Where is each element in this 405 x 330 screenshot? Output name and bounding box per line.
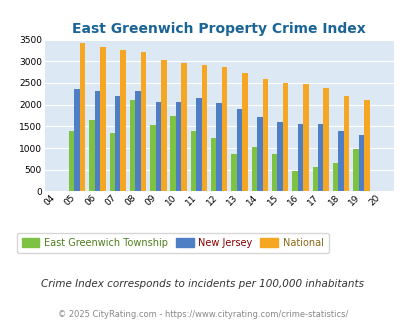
Bar [343, 96, 348, 191]
Bar [141, 52, 146, 191]
Bar [155, 102, 161, 191]
Text: Crime Index corresponds to incidents per 100,000 inhabitants: Crime Index corresponds to incidents per… [41, 279, 364, 289]
Bar [323, 88, 328, 191]
Bar [277, 121, 282, 191]
Bar [297, 124, 303, 191]
Bar [312, 167, 317, 191]
Bar [222, 67, 227, 191]
Bar [256, 117, 262, 191]
Bar [337, 131, 343, 191]
Bar [94, 91, 100, 191]
Bar [211, 139, 216, 191]
Bar [231, 154, 236, 191]
Bar [100, 47, 105, 191]
Bar [69, 131, 74, 191]
Bar [216, 103, 222, 191]
Bar [317, 124, 323, 191]
Bar [332, 163, 337, 191]
Bar [115, 96, 120, 191]
Text: © 2025 CityRating.com - https://www.cityrating.com/crime-statistics/: © 2025 CityRating.com - https://www.city… [58, 310, 347, 319]
Bar [135, 91, 141, 191]
Bar [271, 154, 277, 191]
Bar [358, 135, 363, 191]
Bar [175, 102, 181, 191]
Bar [363, 100, 369, 191]
Bar [242, 73, 247, 191]
Legend: East Greenwich Township, New Jersey, National: East Greenwich Township, New Jersey, Nat… [17, 233, 328, 252]
Bar [89, 120, 94, 191]
Bar [150, 125, 155, 191]
Bar [236, 109, 242, 191]
Bar [303, 84, 308, 191]
Bar [74, 89, 80, 191]
Bar [80, 43, 85, 191]
Bar [109, 133, 115, 191]
Bar [262, 79, 267, 191]
Bar [282, 83, 288, 191]
Bar [292, 171, 297, 191]
Title: East Greenwich Property Crime Index: East Greenwich Property Crime Index [72, 22, 365, 36]
Bar [196, 98, 201, 191]
Bar [120, 50, 126, 191]
Bar [201, 65, 207, 191]
Bar [251, 147, 256, 191]
Bar [190, 131, 196, 191]
Bar [130, 100, 135, 191]
Bar [161, 59, 166, 191]
Bar [170, 115, 175, 191]
Bar [352, 149, 358, 191]
Bar [181, 63, 186, 191]
